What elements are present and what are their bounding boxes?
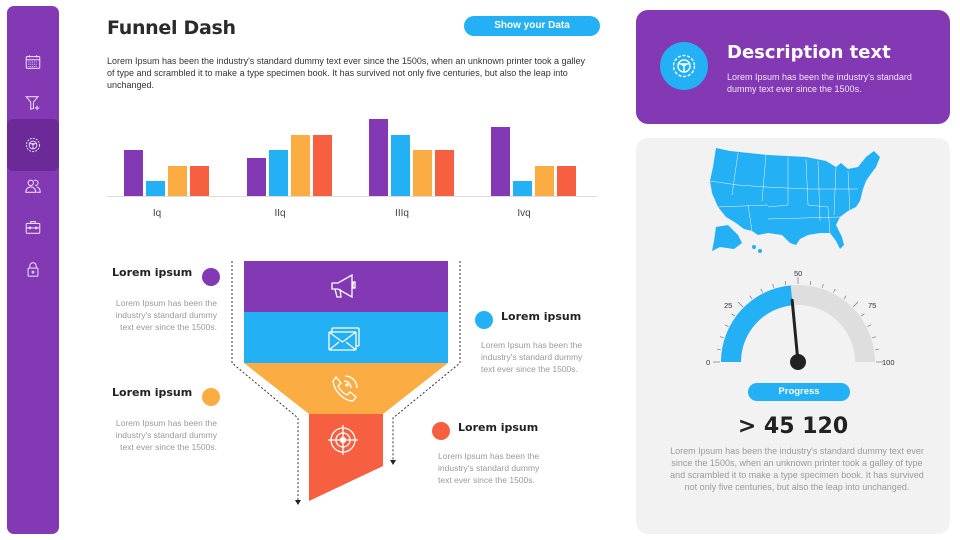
chart-bar (146, 181, 165, 196)
gauge-label: 0 (706, 358, 710, 367)
arrow-down-icon (390, 460, 396, 465)
funnel-add-icon (25, 96, 40, 111)
chart-bar (168, 166, 187, 196)
note-text: Lorem Ipsum has been the industry's stan… (115, 418, 217, 452)
gauge-label: 25 (724, 301, 732, 310)
gauge-hub (790, 354, 806, 370)
phone-icon (332, 375, 358, 402)
chart-bar (190, 166, 209, 196)
briefcase-icon (25, 221, 41, 234)
gauge-label: 50 (794, 269, 802, 278)
page-title: Funnel Dash (107, 17, 236, 39)
note-title: Lorem ipsum (112, 386, 193, 399)
note-text: Lorem Ipsum has been the industry's stan… (438, 451, 540, 485)
note-dot (202, 268, 220, 286)
note-dot (475, 311, 493, 329)
chart-bar (557, 166, 576, 196)
sidebar-item-settings[interactable] (7, 119, 59, 171)
description-card: Description text Lorem Ipsum has been th… (636, 10, 950, 124)
chart-bar (313, 135, 332, 196)
progress-gauge: 0 25 50 75 100 (706, 269, 895, 370)
note-title: Lorem ipsum (112, 266, 193, 279)
note-text: Lorem Ipsum has been the industry's stan… (115, 298, 217, 332)
sidebar-item-briefcase[interactable] (7, 207, 59, 247)
funnel-note-4: Lorem ipsum Lorem Ipsum has been the ind… (432, 421, 547, 486)
note-text: Lorem Ipsum has been the industry's stan… (481, 340, 583, 374)
megaphone-icon (331, 273, 356, 299)
funnel-note-1: Lorem ipsum Lorem Ipsum has been the ind… (112, 266, 222, 333)
chart-x-label: IIIq (395, 208, 409, 219)
intro-text: Lorem Ipsum has been the industry's stan… (107, 56, 585, 90)
show-data-button[interactable]: Show your Data (464, 16, 600, 36)
email-icon (328, 327, 360, 351)
gauge-label: 100 (882, 358, 895, 367)
funnel-note-2: Lorem ipsum Lorem Ipsum has been the ind… (475, 310, 590, 375)
chart-bar (391, 135, 410, 196)
funnel-guide-lines (231, 261, 461, 500)
sidebar (7, 6, 59, 534)
funnel-stage-1 (244, 261, 448, 312)
sidebar-item-calendar[interactable] (7, 42, 59, 82)
chart-bar (369, 119, 388, 196)
funnel-stage-4 (309, 414, 383, 501)
arrow-down-icon (295, 500, 301, 505)
note-title: Lorem ipsum (458, 421, 539, 434)
sidebar-item-lock[interactable] (7, 249, 59, 289)
description-text: Lorem Ipsum has been the industry's stan… (727, 72, 912, 94)
note-dot (432, 422, 450, 440)
description-title: Description text (727, 42, 891, 63)
quarterly-bar-chart: Iq IIq IIIq Ivq (107, 110, 597, 225)
users-icon (25, 179, 41, 193)
chart-bar (291, 135, 310, 196)
chart-x-label: Ivq (517, 208, 531, 219)
funnel-note-3: Lorem ipsum Lorem Ipsum has been the ind… (112, 386, 222, 453)
chart-bar (535, 166, 554, 196)
note-title: Lorem ipsum (501, 310, 582, 323)
big-number: > 45 120 (737, 414, 849, 439)
chart-bar (269, 150, 288, 196)
note-dot (202, 388, 220, 406)
gauge-label: 75 (868, 301, 876, 310)
chart-bar (247, 158, 266, 196)
panel-text: Lorem Ipsum has been the industry's stan… (670, 446, 924, 492)
chart-bar (513, 181, 532, 196)
chart-baseline (107, 196, 597, 197)
usa-map (709, 148, 880, 253)
chart-x-label: IIq (274, 208, 286, 219)
lock-icon (27, 262, 39, 277)
calendar-icon (25, 55, 41, 69)
funnel-stage-3 (244, 363, 448, 414)
gauge-needle (790, 298, 800, 364)
progress-button[interactable]: Progress (748, 383, 850, 401)
gear-icon (25, 137, 41, 153)
sidebar-item-users[interactable] (7, 166, 59, 206)
target-icon (328, 425, 358, 455)
chart-x-label: Iq (152, 208, 162, 219)
gear-icon (672, 54, 696, 78)
chart-bar (435, 150, 454, 196)
sidebar-item-funnel[interactable] (7, 83, 59, 123)
chart-bar (124, 150, 143, 196)
description-icon-circle (660, 42, 708, 90)
gauge-fill (721, 285, 793, 362)
chart-bar (413, 150, 432, 196)
chart-bar (491, 127, 510, 196)
